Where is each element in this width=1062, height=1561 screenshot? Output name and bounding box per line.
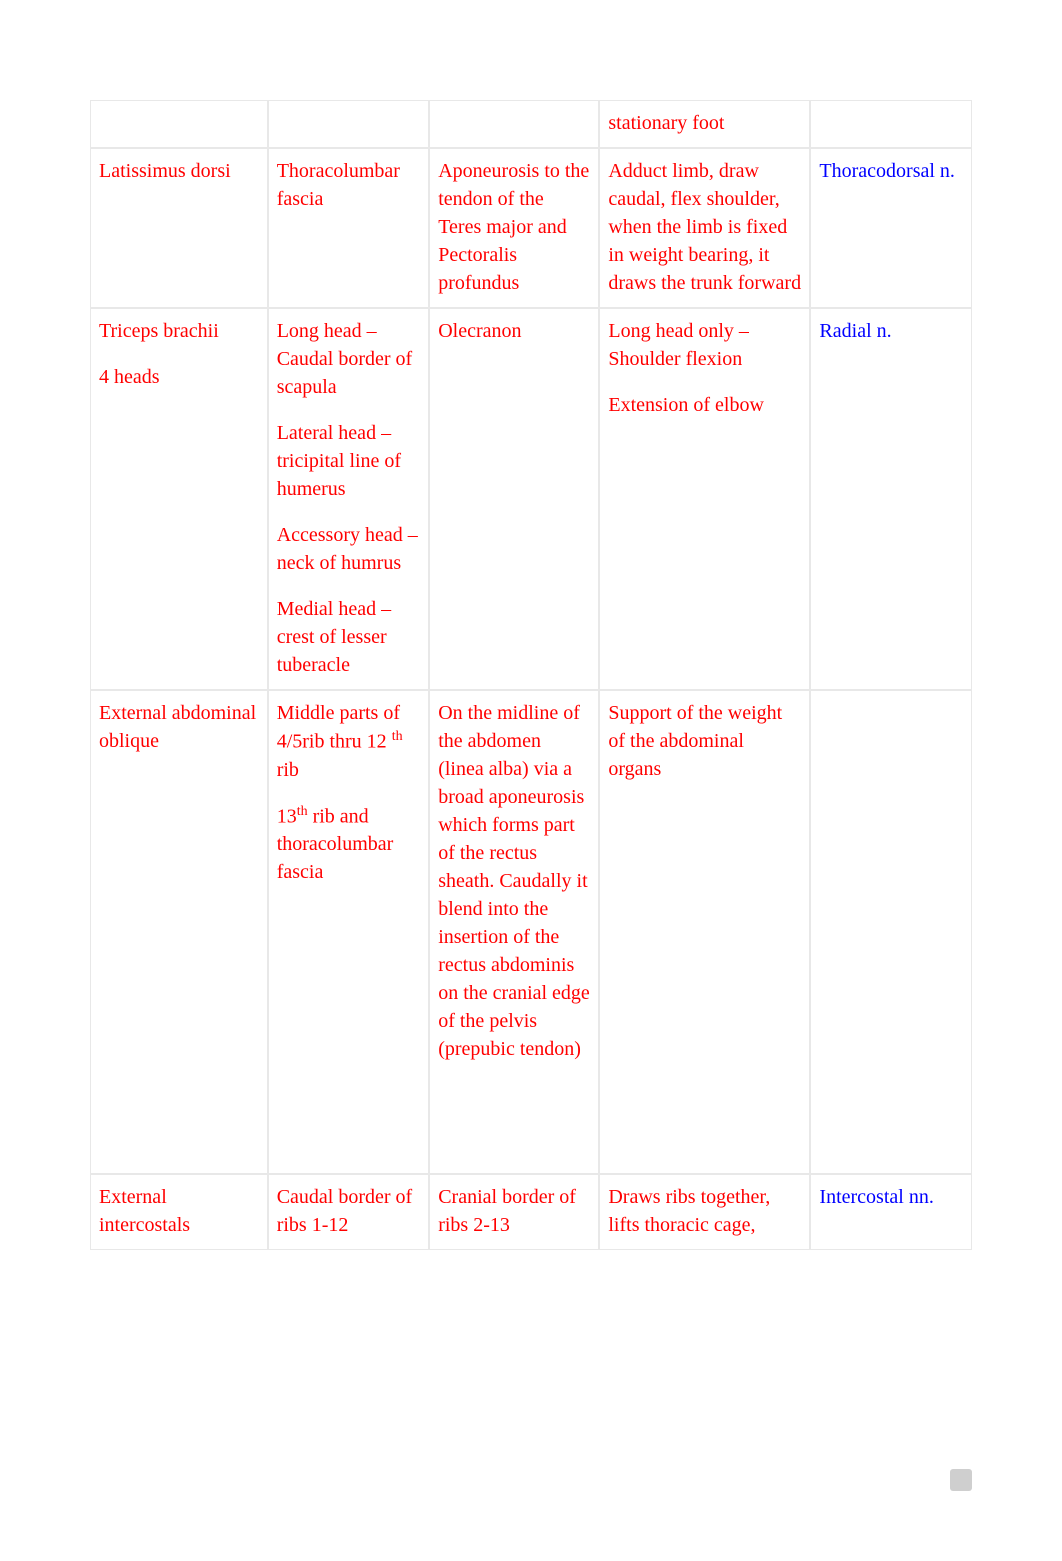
cell-text: 4 heads: [99, 363, 259, 391]
cell-innervation: Intercostal nn.: [810, 1174, 972, 1250]
cell-origin: [268, 100, 430, 148]
cell-action: Draws ribs together, lifts thoracic cage…: [599, 1174, 810, 1250]
cell-text: Medial head – crest of lesser tuberacle: [277, 595, 421, 679]
cell-origin: Long head – Caudal border of scapula Lat…: [268, 308, 430, 690]
cell-text: 13th rib and thoracolumbar fascia: [277, 802, 421, 887]
cell-muscle: Latissimus dorsi: [90, 148, 268, 308]
cell-innervation: [810, 100, 972, 148]
cell-insertion: On the midline of the abdomen (linea alb…: [429, 690, 599, 1174]
cell-muscle: [90, 100, 268, 148]
cell-text: Middle parts of 4/5rib thru 12 th rib: [277, 699, 421, 784]
cell-innervation: Radial n.: [810, 308, 972, 690]
cell-insertion: Cranial border of ribs 2-13: [429, 1174, 599, 1250]
cell-innervation: Thoracodorsal n.: [810, 148, 972, 308]
table-row: Latissimus dorsi Thoracolumbar fascia Ap…: [90, 148, 972, 308]
cell-text: Long head only – Shoulder flexion: [608, 317, 801, 373]
table-row: External abdominal oblique Middle parts …: [90, 690, 972, 1174]
cell-origin: Thoracolumbar fascia: [268, 148, 430, 308]
cell-text: Lateral head – tricipital line of humeru…: [277, 419, 421, 503]
table-row: Triceps brachii 4 heads Long head – Caud…: [90, 308, 972, 690]
table-row: stationary foot: [90, 100, 972, 148]
cell-muscle: External intercostals: [90, 1174, 268, 1250]
cell-action: stationary foot: [599, 100, 810, 148]
cell-muscle: External abdominal oblique: [90, 690, 268, 1174]
document-page: stationary foot Latissimus dorsi Thoraco…: [0, 0, 1062, 1561]
cell-insertion: Olecranon: [429, 308, 599, 690]
page-number-box: [950, 1469, 972, 1491]
table-row: External intercostals Caudal border of r…: [90, 1174, 972, 1250]
muscle-table: stationary foot Latissimus dorsi Thoraco…: [90, 100, 972, 1250]
cell-insertion: Aponeurosis to the tendon of the Teres m…: [429, 148, 599, 308]
cell-origin: Middle parts of 4/5rib thru 12 th rib 13…: [268, 690, 430, 1174]
cell-text: Extension of elbow: [608, 391, 801, 419]
cell-action: Long head only – Shoulder flexion Extens…: [599, 308, 810, 690]
cell-text: Triceps brachii: [99, 317, 259, 345]
cell-action: Support of the weight of the abdominal o…: [599, 690, 810, 1174]
cell-insertion: [429, 100, 599, 148]
cell-origin: Caudal border of ribs 1-12: [268, 1174, 430, 1250]
cell-action: Adduct limb, draw caudal, flex shoulder,…: [599, 148, 810, 308]
cell-text: Long head – Caudal border of scapula: [277, 317, 421, 401]
cell-innervation: [810, 690, 972, 1174]
cell-muscle: Triceps brachii 4 heads: [90, 308, 268, 690]
cell-text: Accessory head – neck of humrus: [277, 521, 421, 577]
